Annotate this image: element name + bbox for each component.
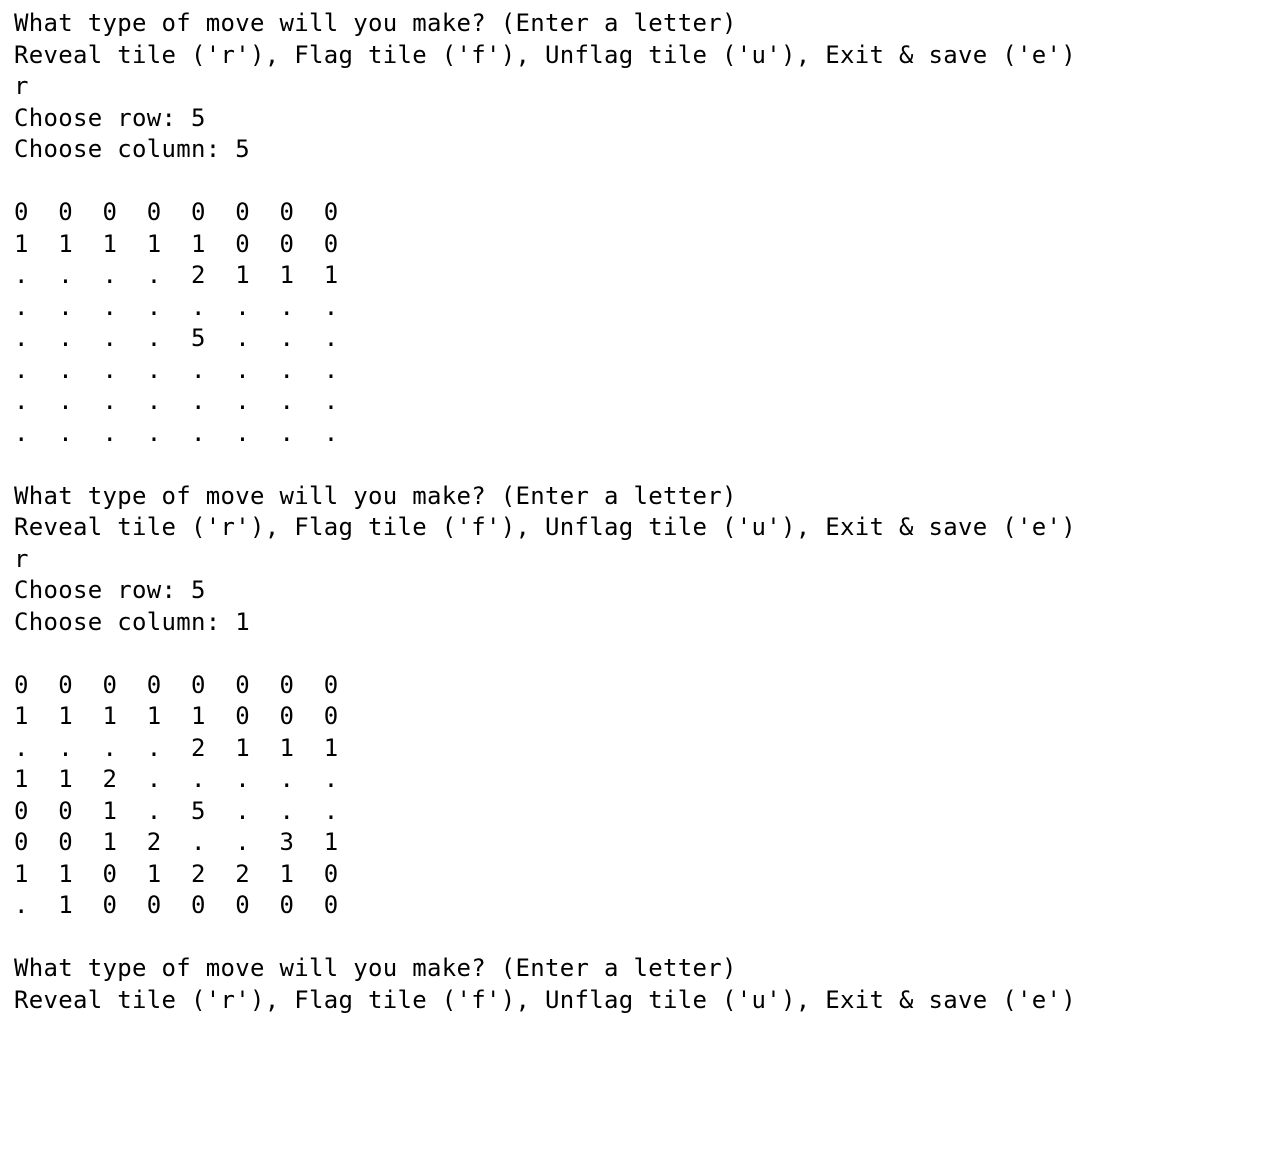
- terminal-output: What type of move will you make? (Enter …: [0, 0, 1280, 1016]
- terminal-text: What type of move will you make? (Enter …: [14, 9, 1076, 1014]
